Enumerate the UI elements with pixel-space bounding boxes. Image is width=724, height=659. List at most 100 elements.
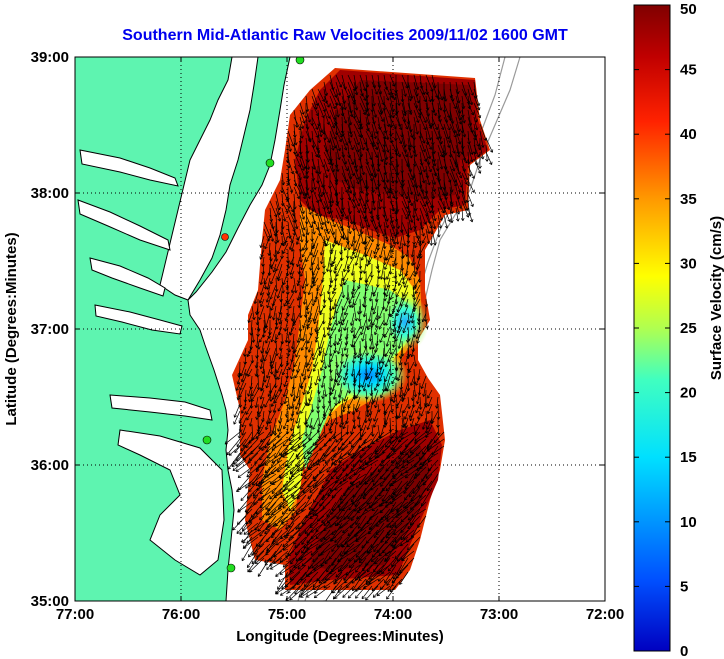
velocity-arrow xyxy=(311,116,319,130)
velocity-arrow xyxy=(292,487,307,499)
velocity-arrow xyxy=(277,305,283,321)
velocity-arrow xyxy=(407,88,413,102)
velocity-arrow xyxy=(319,361,325,371)
velocity-arrow xyxy=(353,228,357,244)
velocity-arrow xyxy=(371,165,377,178)
velocity-arrow xyxy=(416,410,421,420)
velocity-arrow xyxy=(467,81,474,96)
velocity-arrow xyxy=(366,543,379,554)
velocity-arrow xyxy=(427,396,433,407)
velocity-arrow xyxy=(386,382,391,392)
velocity-arrow xyxy=(363,235,367,245)
velocity-arrow xyxy=(323,382,328,397)
velocity-arrow xyxy=(313,312,319,325)
velocity-arrow xyxy=(271,389,277,400)
station-marker xyxy=(221,233,229,241)
velocity-arrow xyxy=(337,235,343,246)
velocity-arrow xyxy=(407,144,413,159)
velocity-arrow xyxy=(385,522,403,539)
velocity-arrow xyxy=(323,158,330,172)
velocity-arrow xyxy=(235,382,241,391)
velocity-arrow xyxy=(385,249,391,261)
velocity-arrow xyxy=(331,284,337,295)
velocity-arrow xyxy=(348,291,355,304)
velocity-arrow xyxy=(413,74,420,91)
velocity-arrow xyxy=(304,466,319,480)
velocity-arrow xyxy=(240,403,247,414)
velocity-arrow xyxy=(269,361,274,375)
velocity-arrow xyxy=(389,242,393,259)
velocity-arrow xyxy=(383,207,389,222)
velocity-arrow xyxy=(366,487,379,505)
velocity-arrow xyxy=(311,172,317,190)
velocity-arrow xyxy=(404,298,409,308)
velocity-arrow xyxy=(371,144,379,158)
velocity-arrow xyxy=(288,354,295,371)
velocity-arrow xyxy=(425,221,431,234)
velocity-arrow xyxy=(320,375,325,388)
velocity-arrow xyxy=(329,137,335,151)
velocity-arrow xyxy=(373,417,379,428)
velocity-arrow xyxy=(367,305,373,322)
velocity-arrow xyxy=(264,396,271,408)
velocity-arrow xyxy=(231,452,247,467)
velocity-arrow xyxy=(389,361,393,376)
velocity-arrow xyxy=(258,333,265,343)
velocity-arrow xyxy=(431,207,437,222)
velocity-arrow xyxy=(407,508,427,521)
colorbar-tick-label: 10 xyxy=(680,514,697,531)
velocity-arrow xyxy=(236,480,253,492)
velocity-arrow xyxy=(365,102,371,117)
velocity-arrow xyxy=(310,347,315,357)
velocity-arrow xyxy=(455,130,462,145)
albemarle-sound xyxy=(109,394,213,421)
velocity-arrow xyxy=(246,550,259,569)
velocity-arrow xyxy=(319,284,325,297)
velocity-arrow xyxy=(361,375,367,388)
velocity-arrow xyxy=(238,396,243,408)
velocity-arrow xyxy=(317,214,324,230)
velocity-arrow xyxy=(263,228,270,242)
velocity-arrow xyxy=(425,319,429,329)
colorbar-tick-label: 30 xyxy=(680,255,697,272)
station-marker xyxy=(295,57,305,65)
velocity-arrow xyxy=(373,410,379,422)
velocity-arrow xyxy=(397,277,403,286)
velocity-arrow xyxy=(305,151,311,170)
velocity-arrow xyxy=(479,144,485,160)
velocity-arrow xyxy=(431,410,439,424)
velocity-arrow xyxy=(320,347,325,363)
velocity-arrow xyxy=(419,130,426,144)
velocity-arrow xyxy=(395,501,409,511)
velocity-arrow xyxy=(419,116,427,131)
velocity-arrow xyxy=(386,585,397,600)
velocity-arrow xyxy=(383,109,390,128)
velocity-arrow xyxy=(334,312,339,326)
velocity-arrow xyxy=(395,508,409,518)
velocity-arrow xyxy=(431,151,437,167)
velocity-arrow xyxy=(365,403,370,418)
velocity-arrow xyxy=(410,242,415,258)
y-tick-label: 35:00 xyxy=(31,593,69,610)
velocity-arrow xyxy=(308,494,319,511)
velocity-arrow xyxy=(286,410,290,423)
colorbar-tick-label: 0 xyxy=(680,643,688,659)
velocity-arrow xyxy=(353,501,367,512)
velocity-arrow xyxy=(323,130,331,143)
velocity-arrow xyxy=(403,410,409,420)
velocity-arrow xyxy=(407,193,414,207)
map-area xyxy=(75,57,605,601)
velocity-arrow xyxy=(328,333,333,348)
velocity-arrow xyxy=(425,200,432,214)
velocity-arrow xyxy=(302,291,307,305)
velocity-arrow xyxy=(237,501,253,513)
velocity-arrow xyxy=(259,298,265,308)
velocity-arrow xyxy=(443,102,451,119)
velocity-arrow xyxy=(281,200,289,214)
velocity-arrow xyxy=(364,242,373,257)
velocity-arrow xyxy=(363,298,367,308)
velocity-arrow xyxy=(264,417,271,431)
velocity-arrow xyxy=(455,193,463,209)
velocity-arrow xyxy=(401,550,415,562)
velocity-arrow xyxy=(277,571,289,590)
